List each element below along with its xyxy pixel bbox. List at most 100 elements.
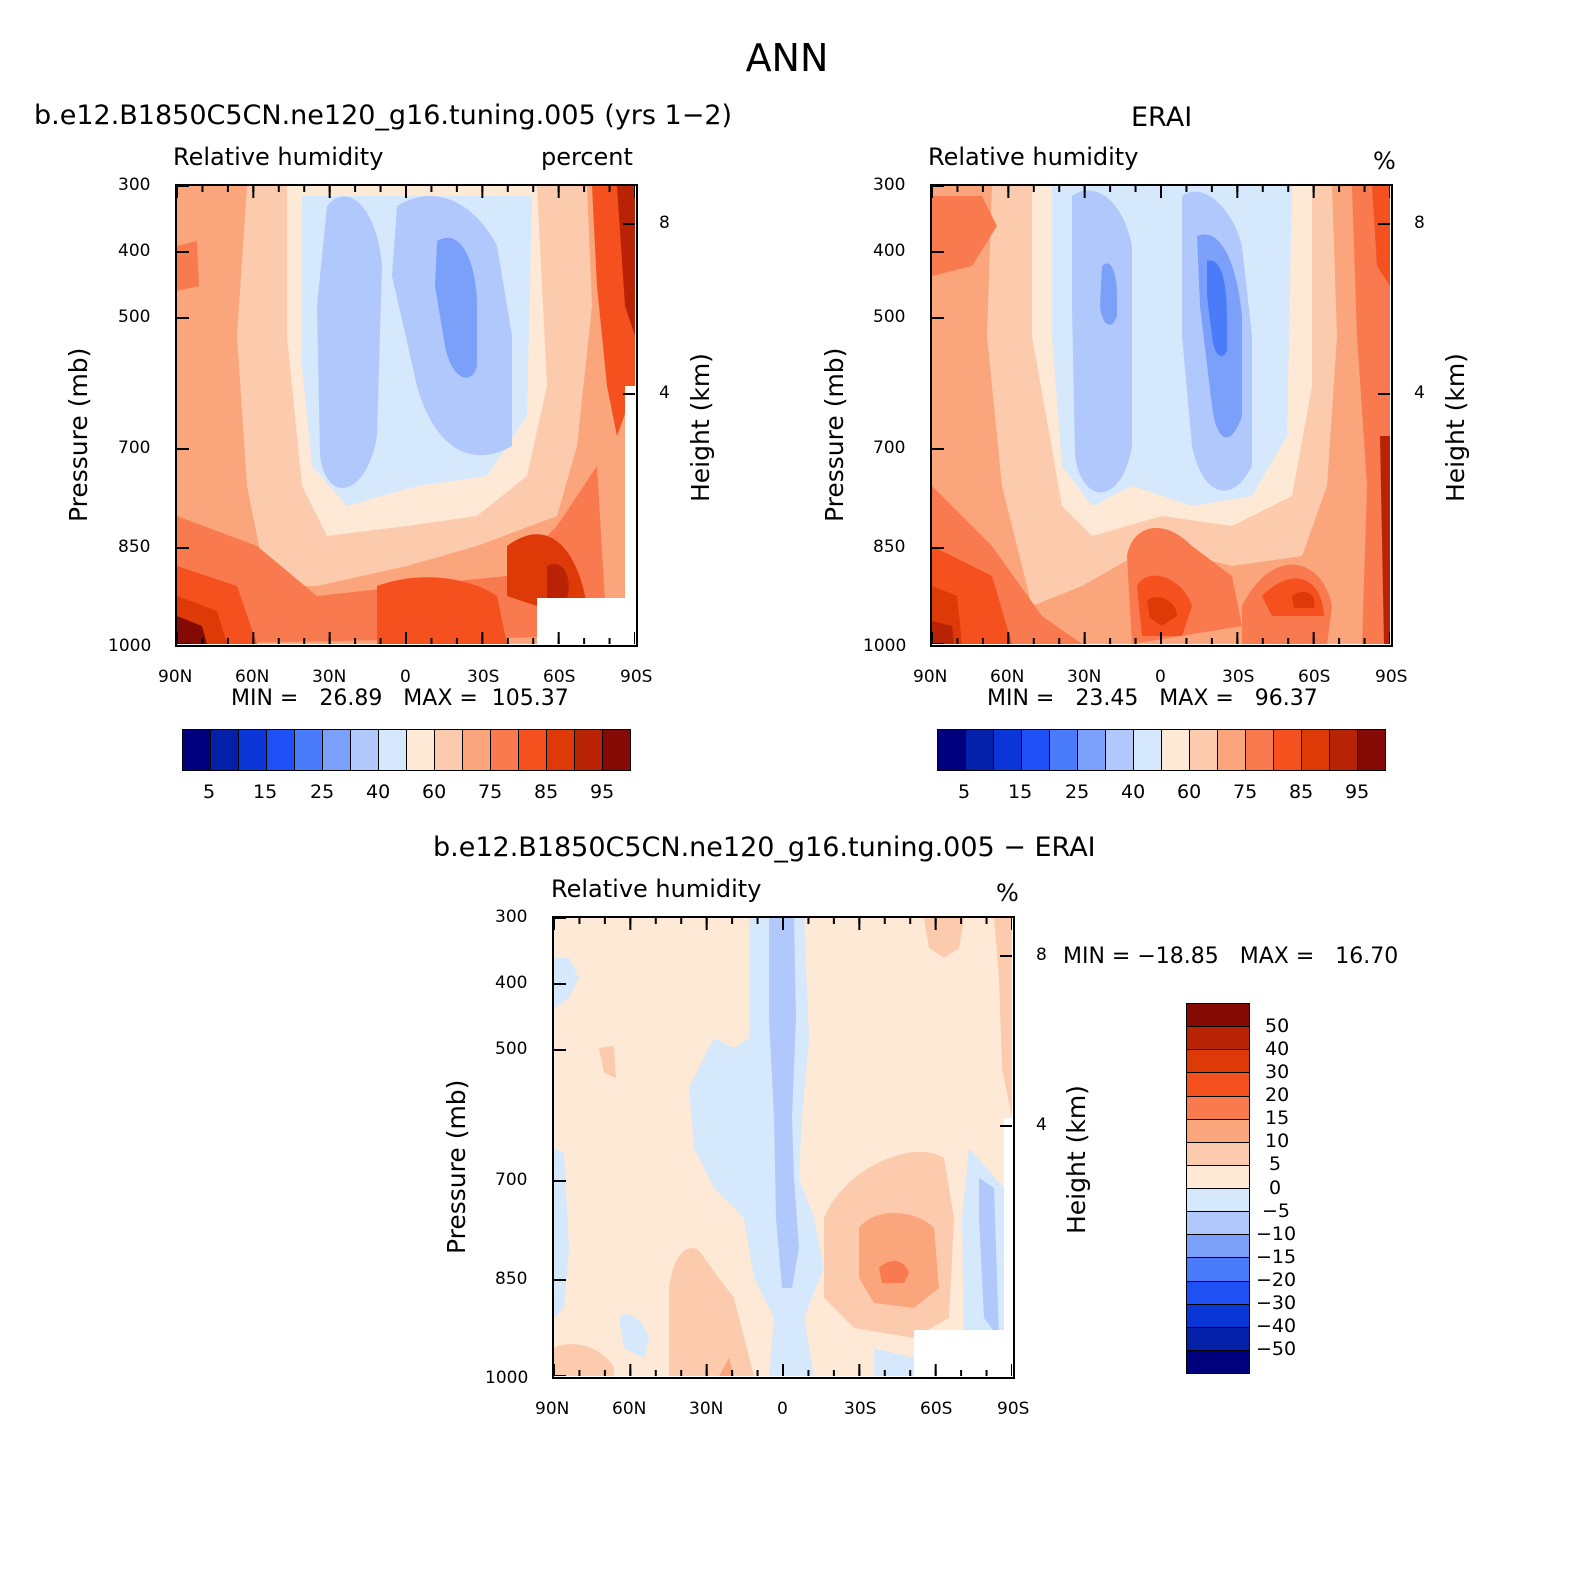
y-tick: 300 bbox=[873, 175, 906, 195]
colorbar-swatch bbox=[1187, 1165, 1249, 1189]
contour-fill bbox=[554, 918, 1012, 1376]
colorbar-label: 75 bbox=[1233, 781, 1258, 803]
colorbar-swatch bbox=[1187, 1327, 1249, 1351]
colorbar-label: 40 bbox=[1121, 781, 1146, 803]
y-tick: 1000 bbox=[108, 636, 152, 656]
y-tick: 850 bbox=[873, 537, 906, 557]
y-tick: 300 bbox=[118, 175, 151, 195]
y2-tick: 4 bbox=[659, 383, 670, 403]
x-tick: 30S bbox=[1222, 667, 1255, 687]
y2-axis-label: Height (km) bbox=[1441, 353, 1470, 502]
colorbar-label: 40 bbox=[1265, 1038, 1290, 1060]
colorbar-swatch bbox=[1187, 1258, 1249, 1282]
units-label: % bbox=[996, 879, 1019, 907]
colorbar-swatch bbox=[267, 730, 295, 770]
y-axis-label: Pressure (mb) bbox=[64, 347, 93, 522]
colorbar-swatch bbox=[1022, 730, 1050, 770]
min-max-label: MIN = −18.85 MAX = 16.70 bbox=[1063, 944, 1399, 969]
colorbar-swatch bbox=[1190, 730, 1218, 770]
colorbar-label: 95 bbox=[1345, 781, 1370, 803]
min-max-label: MIN = 23.45 MAX = 96.37 bbox=[987, 686, 1318, 711]
units-label: percent bbox=[541, 143, 633, 171]
field-label: Relative humidity bbox=[928, 143, 1139, 171]
colorbar-swatch bbox=[1134, 730, 1162, 770]
x-tick: 90N bbox=[158, 667, 193, 687]
contour-fill bbox=[932, 186, 1390, 644]
colorbar-label: 60 bbox=[422, 781, 447, 803]
contour-plot bbox=[552, 916, 1015, 1379]
y-tick: 400 bbox=[118, 241, 151, 261]
colorbar-swatch bbox=[603, 730, 630, 770]
colorbar-swatch bbox=[183, 730, 211, 770]
colorbar-label: 15 bbox=[253, 781, 278, 803]
x-tick: 30S bbox=[844, 1399, 877, 1419]
colorbar-label: 25 bbox=[310, 781, 335, 803]
colorbar-swatch bbox=[239, 730, 267, 770]
contour-plot bbox=[930, 184, 1393, 647]
y-tick: 700 bbox=[873, 438, 906, 458]
x-tick: 0 bbox=[777, 1399, 788, 1419]
colorbar-swatch bbox=[1358, 730, 1385, 770]
colorbar-label: 40 bbox=[366, 781, 391, 803]
y-tick: 700 bbox=[118, 438, 151, 458]
y-tick: 850 bbox=[118, 537, 151, 557]
colorbar-swatch bbox=[966, 730, 994, 770]
colorbar-label: −20 bbox=[1256, 1269, 1297, 1291]
contour-plot bbox=[175, 184, 638, 647]
colorbar-swatch bbox=[1302, 730, 1330, 770]
panel-title: b.e12.B1850C5CN.ne120_g16.tuning.005 (yr… bbox=[34, 100, 733, 131]
colorbar-label: −10 bbox=[1256, 1223, 1297, 1245]
x-tick: 0 bbox=[400, 667, 411, 687]
colorbar-swatch bbox=[463, 730, 491, 770]
colorbar-swatch bbox=[323, 730, 351, 770]
colorbar-label: 5 bbox=[1269, 1153, 1282, 1175]
colorbar-label: −40 bbox=[1256, 1315, 1297, 1337]
x-tick: 30N bbox=[689, 1399, 724, 1419]
x-tick: 60S bbox=[543, 667, 576, 687]
colorbar-swatch bbox=[211, 730, 239, 770]
y-tick: 1000 bbox=[863, 636, 907, 656]
colorbar-swatch bbox=[1187, 1304, 1249, 1328]
y-axis-label: Pressure (mb) bbox=[820, 347, 849, 522]
field-label: Relative humidity bbox=[551, 875, 762, 903]
colorbar-swatch bbox=[1246, 730, 1274, 770]
contour-fill bbox=[177, 186, 635, 644]
y-tick: 700 bbox=[495, 1170, 528, 1190]
y2-axis-label: Height (km) bbox=[1062, 1085, 1091, 1234]
colorbar-swatch bbox=[1050, 730, 1078, 770]
colorbar-swatch bbox=[1274, 730, 1302, 770]
y-tick: 850 bbox=[495, 1269, 528, 1289]
colorbar-swatch bbox=[1187, 1004, 1249, 1028]
x-tick: 60N bbox=[235, 667, 270, 687]
x-tick: 30N bbox=[1067, 667, 1102, 687]
colorbar bbox=[937, 729, 1386, 771]
colorbar-label: 85 bbox=[534, 781, 559, 803]
y2-tick: 4 bbox=[1414, 383, 1425, 403]
colorbar-swatch bbox=[1162, 730, 1190, 770]
colorbar-label: 85 bbox=[1289, 781, 1314, 803]
colorbar-label: −15 bbox=[1256, 1246, 1297, 1268]
colorbar-swatch bbox=[1187, 1281, 1249, 1305]
colorbar-swatch bbox=[1078, 730, 1106, 770]
y-tick: 500 bbox=[495, 1039, 528, 1059]
x-tick: 60N bbox=[612, 1399, 647, 1419]
x-tick: 60S bbox=[920, 1399, 953, 1419]
x-tick: 60N bbox=[990, 667, 1025, 687]
x-tick: 90N bbox=[535, 1399, 570, 1419]
units-label: % bbox=[1373, 147, 1396, 175]
y-tick: 300 bbox=[495, 907, 528, 927]
colorbar-swatch bbox=[1187, 1096, 1249, 1120]
colorbar-label: 95 bbox=[590, 781, 615, 803]
x-tick: 90S bbox=[1375, 667, 1408, 687]
colorbar-swatch bbox=[379, 730, 407, 770]
colorbar-label: 50 bbox=[1265, 1015, 1290, 1037]
x-tick: 60S bbox=[1298, 667, 1331, 687]
colorbar-label: 75 bbox=[478, 781, 503, 803]
colorbar-label: 60 bbox=[1177, 781, 1202, 803]
colorbar-label: 15 bbox=[1265, 1107, 1290, 1129]
colorbar-swatch bbox=[1187, 1050, 1249, 1074]
colorbar-swatch bbox=[938, 730, 966, 770]
colorbar-swatch bbox=[295, 730, 323, 770]
colorbar-swatch bbox=[1187, 1212, 1249, 1236]
y2-tick: 4 bbox=[1036, 1115, 1047, 1135]
